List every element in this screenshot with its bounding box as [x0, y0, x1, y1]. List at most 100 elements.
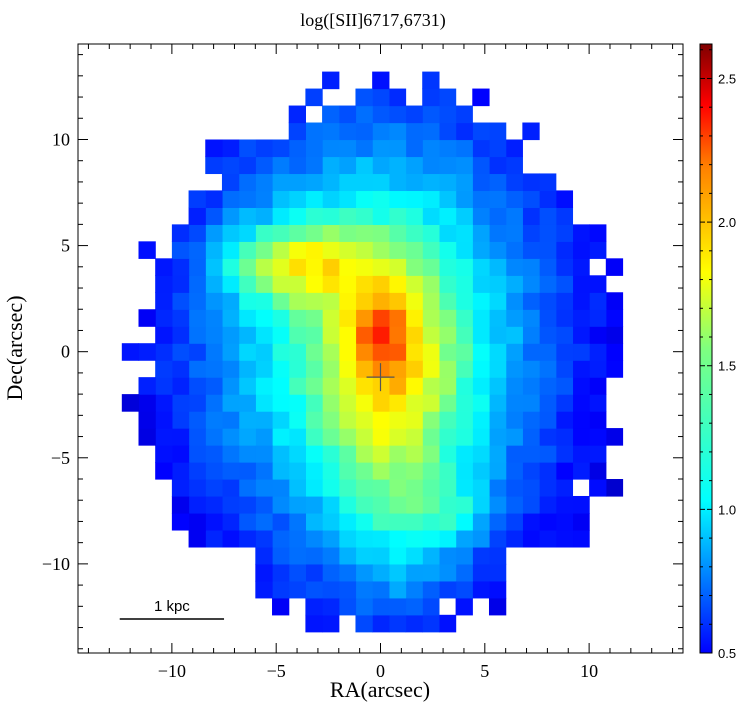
- map-pixel: [305, 512, 323, 531]
- center-cross-marker: [366, 363, 395, 392]
- map-pixel: [272, 546, 290, 565]
- map-pixel: [555, 445, 574, 463]
- map-pixel: [555, 411, 574, 429]
- map-pixel: [205, 411, 223, 429]
- map-pixel: [372, 241, 390, 259]
- map-pixels: [121, 71, 624, 633]
- map-pixel: [188, 479, 206, 497]
- map-pixel: [505, 479, 523, 497]
- map-pixel: [472, 292, 490, 310]
- map-pixel: [171, 428, 190, 446]
- map-pixel: [255, 292, 273, 310]
- map-pixel: [355, 479, 373, 497]
- map-pixel: [355, 292, 373, 310]
- map-pixel: [372, 479, 390, 497]
- map-pixel: [505, 309, 523, 327]
- map-pixel: [488, 122, 507, 141]
- map-pixel: [422, 190, 440, 208]
- map-pixel: [272, 580, 290, 599]
- map-pixel: [205, 258, 223, 276]
- map-pixel: [221, 529, 240, 548]
- map-pixel: [472, 563, 490, 582]
- map-pixel: [255, 343, 273, 361]
- map-pixel: [505, 207, 523, 225]
- map-pixel: [522, 529, 540, 548]
- colorbar-ticks: 0.5 1.0 1.5 2.0 2.5: [700, 49, 736, 661]
- map-pixel: [388, 377, 407, 395]
- map-pixel: [555, 462, 574, 480]
- map-pixel: [338, 394, 357, 412]
- colorbar-tick-label: 1.0: [718, 502, 736, 517]
- map-pixel: [438, 563, 457, 582]
- map-pixel: [305, 563, 323, 582]
- map-pixel: [305, 428, 323, 446]
- map-pixel: [438, 546, 457, 565]
- map-pixel: [171, 360, 190, 378]
- map-pixel: [505, 495, 523, 514]
- map-pixel: [171, 495, 190, 514]
- map-pixel: [221, 428, 240, 446]
- map-pixel: [305, 190, 323, 208]
- map-pixel: [472, 139, 490, 158]
- map-pixel: [422, 71, 440, 90]
- map-pixel: [355, 173, 373, 192]
- map-pixel: [455, 326, 473, 344]
- map-pixel: [322, 462, 340, 480]
- map-pixel: [539, 309, 557, 327]
- map-pixel: [205, 326, 223, 344]
- map-pixel: [238, 190, 256, 208]
- map-pixel: [355, 122, 373, 141]
- map-pixel: [539, 512, 557, 531]
- map-pixel: [322, 207, 340, 225]
- map-pixel: [405, 445, 423, 463]
- map-pixel: [155, 428, 173, 446]
- map-pixel: [188, 445, 206, 463]
- map-pixel: [572, 377, 590, 395]
- map-pixel: [405, 275, 423, 293]
- map-pixel: [322, 512, 340, 531]
- map-pixel: [605, 343, 624, 361]
- map-pixel: [188, 411, 206, 429]
- map-pixel: [188, 258, 206, 276]
- map-pixel: [522, 377, 540, 395]
- map-pixel: [238, 292, 256, 310]
- map-pixel: [305, 343, 323, 361]
- map-pixel: [372, 139, 390, 158]
- map-pixel: [422, 105, 440, 124]
- map-pixel: [405, 190, 423, 208]
- map-pixel: [505, 241, 523, 259]
- map-pixel: [405, 207, 423, 225]
- map-pixel: [221, 241, 240, 259]
- map-pixel: [305, 207, 323, 225]
- map-pixel: [188, 207, 206, 225]
- map-pixel: [455, 462, 473, 480]
- x-tick-label: 10: [580, 661, 598, 681]
- map-pixel: [255, 309, 273, 327]
- map-pixel: [405, 173, 423, 192]
- x-tick-label: −5: [267, 661, 286, 681]
- map-pixel: [539, 207, 557, 225]
- map-pixel: [505, 173, 523, 192]
- map-pixel: [422, 224, 440, 242]
- map-pixel: [438, 580, 457, 599]
- map-pixel: [238, 411, 256, 429]
- map-pixel: [572, 241, 590, 259]
- map-pixel: [272, 394, 290, 412]
- map-pixel: [372, 190, 390, 208]
- map-pixel: [288, 495, 306, 514]
- map-pixel: [138, 343, 156, 361]
- map-pixel: [589, 241, 607, 259]
- map-pixel: [589, 292, 607, 310]
- map-pixel: [422, 309, 440, 327]
- map-pixel: [505, 190, 523, 208]
- colorbar-tick-label: 1.5: [718, 359, 736, 374]
- map-pixel: [422, 479, 440, 497]
- map-pixel: [505, 139, 523, 158]
- map-pixel: [388, 479, 407, 497]
- y-axis-label: Dec(arcsec): [2, 295, 27, 400]
- map-pixel: [238, 445, 256, 463]
- map-pixel: [322, 326, 340, 344]
- map-pixel: [372, 563, 390, 582]
- map-pixel: [272, 377, 290, 395]
